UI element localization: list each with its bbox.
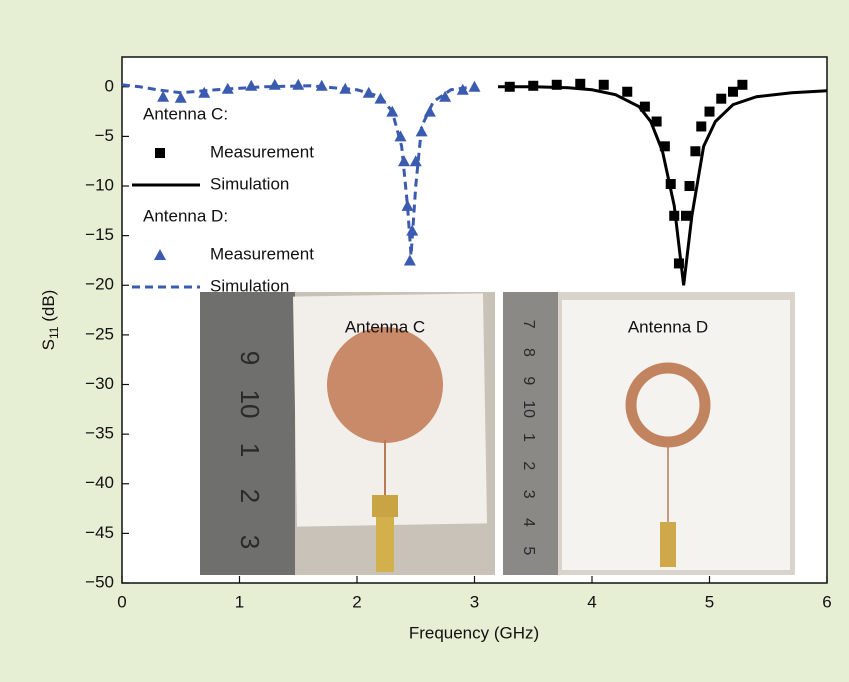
ruler-digit: 5 (520, 546, 537, 555)
marker-square (705, 107, 715, 117)
legend-group-title: Antenna D: (143, 206, 228, 225)
ruler-digit: 10 (235, 390, 265, 419)
x-tick-label: 4 (587, 592, 596, 611)
y-tick-label: −35 (85, 424, 114, 443)
x-tick-label: 5 (705, 592, 714, 611)
y-tick-label: −40 (85, 473, 114, 492)
ruler-digit: 3 (235, 535, 265, 549)
y-tick-label: −45 (85, 523, 114, 542)
y-tick-label: −20 (85, 275, 114, 294)
x-tick-label: 0 (117, 592, 126, 611)
marker-square (622, 87, 632, 97)
legend-label: Simulation (210, 276, 289, 295)
x-tick-label: 6 (822, 592, 831, 611)
ruler-digit: 2 (235, 489, 265, 503)
ruler-digit: 8 (520, 348, 537, 357)
marker-square (728, 87, 738, 97)
y-tick-label: −50 (85, 572, 114, 591)
ruler-digit: 2 (520, 461, 537, 470)
legend-label: Measurement (210, 142, 314, 161)
marker-square (716, 94, 726, 104)
legend-group-title: Antenna C: (143, 104, 228, 123)
inset-label: Antenna D (628, 317, 708, 336)
y-label-main: S (39, 339, 58, 350)
y-axis-label: S11 (dB) (39, 290, 61, 351)
y-label-sub: 11 (47, 326, 61, 339)
ruler-digit: 3 (520, 490, 537, 499)
chart: Frequency (GHz) S11 (dB) 01234560−5−10−1… (0, 0, 849, 682)
y-tick-label: −30 (85, 374, 114, 393)
y-tick-label: −5 (95, 126, 114, 145)
ruler-digit: 1 (235, 443, 265, 457)
y-tick-label: −25 (85, 324, 114, 343)
x-tick-label: 3 (470, 592, 479, 611)
inset-label: Antenna C (345, 317, 425, 336)
marker-square (681, 211, 691, 221)
y-tick-label: −10 (85, 176, 114, 195)
ruler-digit: 4 (520, 518, 537, 527)
marker-square (685, 181, 695, 191)
marker-square (737, 80, 747, 90)
y-label-unit: (dB) (39, 290, 58, 327)
marker-square (690, 146, 700, 156)
x-tick-label: 1 (235, 592, 244, 611)
x-tick-label: 2 (352, 592, 361, 611)
x-axis-label: Frequency (GHz) (409, 623, 539, 642)
y-tick-label: 0 (105, 76, 114, 95)
marker-square (599, 80, 609, 90)
ruler-digit: 7 (520, 320, 537, 329)
y-tick-label: −15 (85, 225, 114, 244)
ruler-digit: 1 (520, 433, 537, 442)
marker-square (696, 121, 706, 131)
page: Frequency (GHz) S11 (dB) 01234560−5−10−1… (0, 0, 849, 682)
ruler-digit: 9 (520, 376, 537, 385)
ruler-digit: 9 (235, 351, 265, 365)
legend-label: Measurement (210, 244, 314, 263)
legend-marker (155, 148, 165, 158)
ruler-digit: 10 (520, 400, 537, 418)
legend-label: Simulation (210, 174, 289, 193)
